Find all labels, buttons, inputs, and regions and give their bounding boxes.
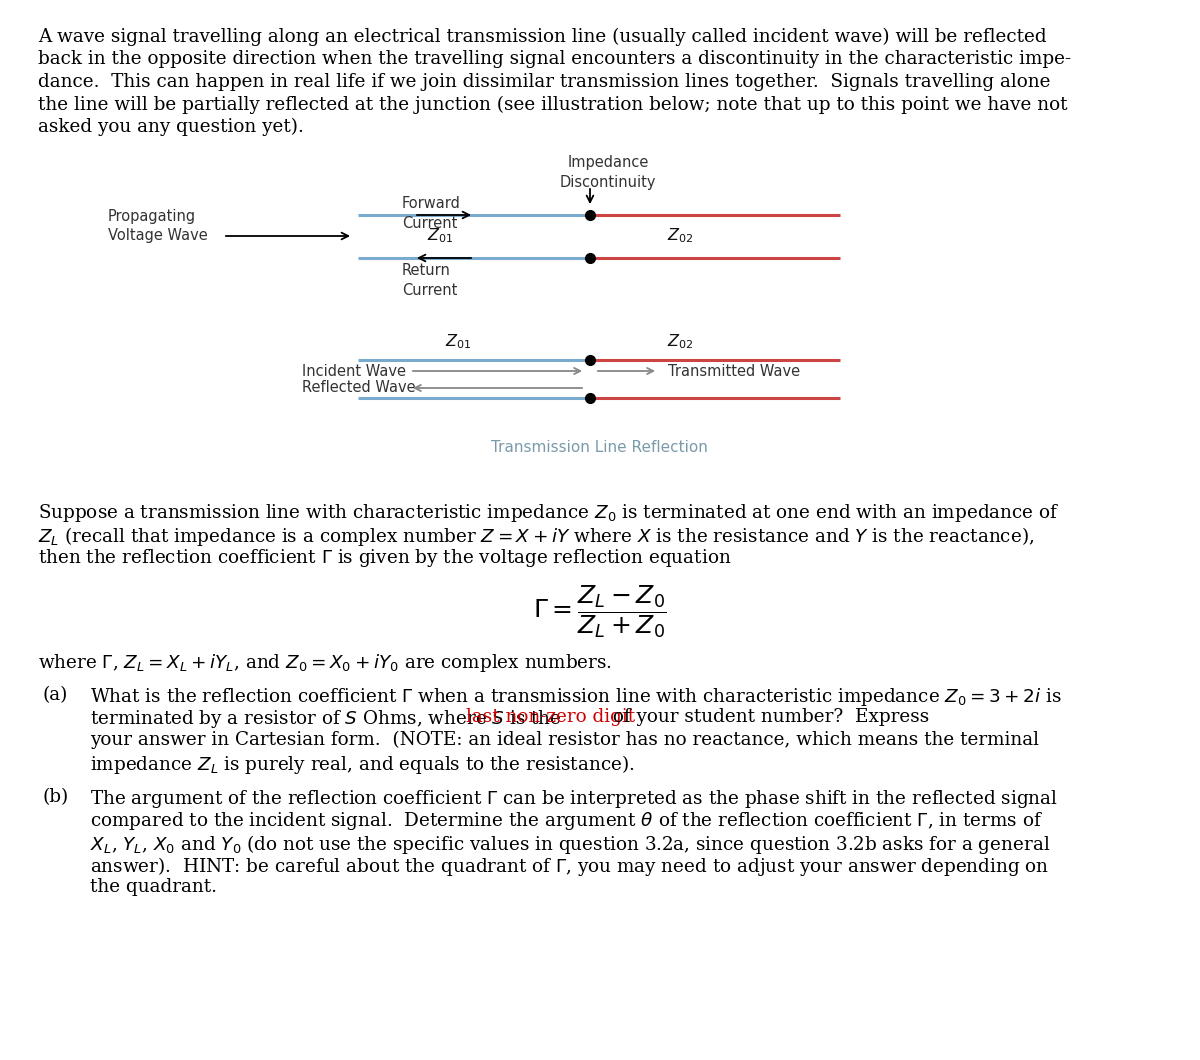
Text: $Z_{02}$: $Z_{02}$ — [667, 227, 694, 245]
Text: (b): (b) — [43, 788, 70, 806]
Text: then the reflection coefficient $\Gamma$ is given by the voltage reflection equa: then the reflection coefficient $\Gamma$… — [38, 547, 732, 569]
Text: terminated by a resistor of $S$ Ohms, where $S$ is the: terminated by a resistor of $S$ Ohms, wh… — [90, 708, 563, 730]
Text: Return
Current: Return Current — [402, 263, 457, 298]
Text: $Z_{02}$: $Z_{02}$ — [667, 333, 694, 351]
Text: last non-zero digit: last non-zero digit — [467, 708, 636, 726]
Text: asked you any question yet).: asked you any question yet). — [38, 118, 304, 137]
Text: back in the opposite direction when the travelling signal encounters a discontin: back in the opposite direction when the … — [38, 51, 1072, 69]
Text: answer).  HINT: be careful about the quadrant of $\Gamma$, you may need to adjus: answer). HINT: be careful about the quad… — [90, 855, 1049, 879]
Text: $Z_{01}$: $Z_{01}$ — [427, 227, 454, 245]
Text: of your student number?  Express: of your student number? Express — [607, 708, 929, 726]
Text: $Z_{01}$: $Z_{01}$ — [445, 333, 472, 351]
Text: $X_L$, $Y_L$, $X_0$ and $Y_0$ (do not use the specific values in question 3.2a, : $X_L$, $Y_L$, $X_0$ and $Y_0$ (do not us… — [90, 833, 1050, 856]
Text: $Z_L$ (recall that impedance is a complex number $Z = X+iY$ where $X$ is the res: $Z_L$ (recall that impedance is a comple… — [38, 525, 1034, 548]
Text: Suppose a transmission line with characteristic impedance $Z_0$ is terminated at: Suppose a transmission line with charact… — [38, 502, 1060, 524]
Text: the quadrant.: the quadrant. — [90, 878, 217, 896]
Text: A wave signal travelling along an electrical transmission line (usually called i: A wave signal travelling along an electr… — [38, 28, 1046, 47]
Text: Propagating
Voltage Wave: Propagating Voltage Wave — [108, 209, 208, 244]
Text: Reflected Wave: Reflected Wave — [302, 381, 415, 395]
Text: dance.  This can happen in real life if we join dissimilar transmission lines to: dance. This can happen in real life if w… — [38, 73, 1050, 91]
Text: The argument of the reflection coefficient $\Gamma$ can be interpreted as the ph: The argument of the reflection coefficie… — [90, 788, 1058, 810]
Text: compared to the incident signal.  Determine the argument $\theta$ of the reflect: compared to the incident signal. Determi… — [90, 811, 1043, 832]
Text: impedance $Z_L$ is purely real, and equals to the resistance).: impedance $Z_L$ is purely real, and equa… — [90, 754, 635, 777]
Text: Impedance
Discontinuity: Impedance Discontinuity — [559, 155, 656, 190]
Text: where $\Gamma$, $Z_L = X_L + iY_L$, and $Z_0 = X_0 + iY_0$ are complex numbers.: where $\Gamma$, $Z_L = X_L + iY_L$, and … — [38, 652, 612, 673]
Text: Forward
Current: Forward Current — [402, 196, 461, 231]
Text: $\Gamma = \dfrac{Z_L - Z_0}{Z_L + Z_0}$: $\Gamma = \dfrac{Z_L - Z_0}{Z_L + Z_0}$ — [533, 583, 667, 640]
Text: What is the reflection coefficient $\Gamma$ when a transmission line with charac: What is the reflection coefficient $\Gam… — [90, 686, 1062, 708]
Text: Incident Wave: Incident Wave — [302, 364, 406, 378]
Text: the line will be partially reflected at the junction (see illustration below; no: the line will be partially reflected at … — [38, 95, 1068, 113]
Text: Transmitted Wave: Transmitted Wave — [668, 364, 800, 378]
Text: Transmission Line Reflection: Transmission Line Reflection — [491, 440, 708, 455]
Text: your answer in Cartesian form.  (NOTE: an ideal resistor has no reactance, which: your answer in Cartesian form. (NOTE: an… — [90, 731, 1039, 749]
Text: (a): (a) — [43, 686, 68, 704]
